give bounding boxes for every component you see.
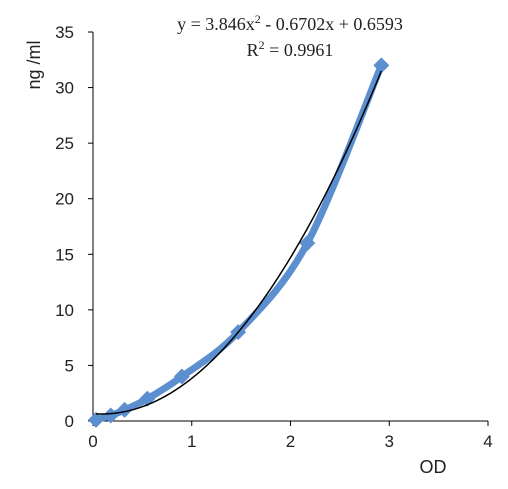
trendline-equation: y = 3.846x2 - 0.6702x + 0.6593: [177, 12, 403, 34]
x-tick-label: 4: [483, 432, 492, 451]
data-point: [87, 411, 104, 428]
r2-suffix: = 0.9961: [265, 40, 334, 60]
y-tick-label: 0: [65, 412, 74, 431]
x-tick-label: 3: [385, 432, 394, 451]
y-tick-label: 20: [55, 190, 74, 209]
equation-exponent: 2: [255, 12, 261, 26]
y-tick-label: 5: [65, 356, 74, 375]
data-point: [102, 407, 119, 424]
axes: [88, 31, 489, 426]
data-point: [373, 57, 390, 74]
equation-suffix: - 0.6702x + 0.6593: [261, 14, 403, 34]
series: [87, 57, 390, 428]
trendline-curve: [95, 70, 383, 415]
y-tick-label: 25: [55, 134, 74, 153]
series-line: [92, 61, 385, 424]
data-point: [116, 401, 133, 418]
y-axis-title: ng /ml: [24, 40, 44, 89]
equation-prefix: y = 3.846x: [177, 14, 255, 34]
y-tick-label: 30: [55, 79, 74, 98]
x-axis-title: OD: [420, 457, 447, 477]
tick-labels: 0 1 2 3 4 0 5 10 15 20 25 30 35: [55, 23, 493, 451]
x-tick-label: 1: [187, 432, 196, 451]
r-squared: R2 = 0.9961: [247, 38, 334, 60]
data-point: [173, 368, 190, 385]
trendline: [95, 70, 383, 415]
data-point: [299, 235, 316, 252]
y-tick-label: 35: [55, 23, 74, 42]
r2-prefix: R: [247, 40, 259, 60]
x-tick-label: 2: [286, 432, 295, 451]
r2-exponent: 2: [259, 38, 265, 52]
x-tick-label: 0: [88, 432, 97, 451]
y-tick-label: 15: [55, 245, 74, 264]
y-tick-label: 10: [55, 301, 74, 320]
